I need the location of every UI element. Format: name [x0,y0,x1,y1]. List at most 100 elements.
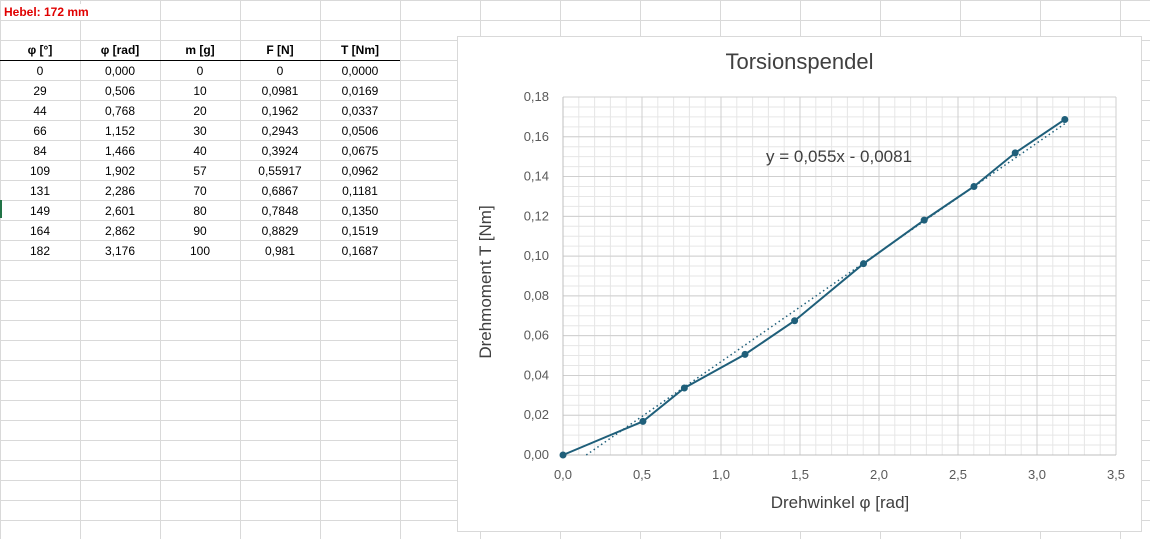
header-cell-angle-deg[interactable]: φ [°] [0,40,80,61]
cell-torque[interactable]: 0,1181 [342,184,378,198]
cell-force[interactable]: 0,8829 [261,224,299,238]
series-line [562,118,1066,456]
header-cell-force[interactable]: F [N] [240,40,320,61]
header-cell-mass[interactable]: m [g] [160,40,240,61]
cell-angle-deg[interactable]: 109 [29,164,51,178]
x-tick-label: 1,0 [712,467,730,482]
header-cell-angle-rad[interactable]: φ [rad] [80,40,160,61]
trendline-equation: y = 0,055x - 0,0081 [766,147,913,166]
cell-torque[interactable]: 0,1519 [341,224,379,238]
data-point [741,350,749,358]
table-row: 149 2,601 80 0,7848 0,1350 [0,201,400,221]
data-point [1061,115,1069,123]
y-tick-label: 0,08 [524,288,549,303]
cell-angle-deg[interactable]: 29 [33,84,47,98]
cell-angle-deg[interactable]: 149 [29,204,51,218]
cell-torque[interactable]: 0,0506 [341,124,379,138]
cell-mass[interactable]: 80 [193,204,207,218]
lever-title-cell[interactable]: Hebel: 172 mm [4,4,93,20]
y-tick-label: 0,06 [524,328,549,343]
cell-force[interactable]: 0,2943 [261,124,299,138]
x-tick-label: 3,0 [1028,467,1046,482]
y-tick-label: 0,16 [524,129,549,144]
y-tick-label: 0,18 [524,89,549,104]
cell-torque[interactable]: 0,0337 [341,104,379,118]
cell-torque[interactable]: 0,1687 [341,244,379,258]
cell-angle-rad[interactable]: 0,000 [104,64,136,78]
chart-area[interactable]: Torsionspendel 0,00 0,02 0,04 0,06 0,08 0,10 0… [457,36,1142,532]
data-point [791,317,799,325]
cell-mass[interactable]: 30 [193,124,207,138]
header-cell-torque[interactable]: T [Nm] [320,40,400,61]
y-tick-label: 0,14 [524,169,549,184]
x-tick-label: 3,5 [1107,467,1125,482]
y-tick-label: 0,12 [524,208,549,223]
cell-angle-rad[interactable]: 2,601 [104,204,136,218]
cell-mass[interactable]: 10 [193,84,207,98]
y-tick-label: 0,04 [524,367,549,382]
data-point [970,183,978,190]
cell-torque[interactable]: 0,0000 [341,64,379,78]
x-tick-label: 2,0 [870,467,888,482]
cell-mass[interactable]: 100 [189,244,211,258]
cell-mass[interactable]: 90 [193,224,207,238]
cell-angle-deg[interactable]: 182 [29,244,51,258]
cell-angle-rad[interactable]: 0,768 [104,104,136,118]
data-point [639,417,647,425]
y-tick-label: 0,02 [524,407,549,422]
cell-angle-rad[interactable]: 1,902 [104,164,136,178]
table-row: 84 1,466 40 0,3924 0,0675 [0,141,400,161]
cell-force[interactable]: 0,7848 [261,204,299,218]
cell-torque[interactable]: 0,0169 [341,84,379,98]
cell-angle-rad[interactable]: 3,176 [104,244,136,258]
cell-angle-deg[interactable]: 66 [33,124,47,138]
cell-force[interactable]: 0,0981 [261,84,299,98]
measurement-table: φ [°] φ [rad] m [g] F [N] T [Nm] 0 0,000 0… [0,40,400,261]
table-row: 66 1,152 30 0,2943 0,0506 [0,121,400,141]
table-row: 164 2,862 90 0,8829 0,1519 [0,221,400,241]
cell-torque[interactable]: 0,1350 [341,204,379,218]
cell-mass[interactable]: 40 [193,144,207,158]
table-row: 0 0,000 0 0 0,0000 [0,61,400,82]
y-axis-label: Drehmoment T [Nm] [476,205,495,359]
cell-mass[interactable]: 0 [196,64,204,78]
row-selection-marker [0,200,2,218]
table-row: 29 0,506 10 0,0981 0,0169 [0,81,400,101]
table-row: 182 3,176 100 0,981 0,1687 [0,241,400,261]
y-tick-label: 0,00 [524,447,549,462]
cell-force[interactable]: 0,6867 [261,184,299,198]
cell-angle-deg[interactable]: 131 [29,184,51,198]
x-axis-label: Drehwinkel φ [rad] [770,493,910,512]
cell-angle-deg[interactable]: 44 [33,104,47,118]
cell-angle-rad[interactable]: 0,506 [104,84,136,98]
scatter-plot: 0,00 0,02 0,04 0,06 0,08 0,10 0,12 0,14 0,16 0,18… [524,89,1125,482]
cell-force[interactable]: 0 [276,64,284,78]
x-tick-label: 1,5 [791,467,809,482]
cell-angle-rad[interactable]: 1,152 [104,124,136,138]
cell-angle-rad[interactable]: 2,286 [104,184,136,198]
cell-force[interactable]: 0,3924 [261,144,299,158]
cell-angle-deg[interactable]: 164 [29,224,51,238]
cell-torque[interactable]: 0,0675 [341,144,379,158]
cell-torque[interactable]: 0,0962 [341,164,379,178]
y-tick-label: 0,10 [524,248,549,263]
cell-mass[interactable]: 20 [193,104,207,118]
cell-force[interactable]: 0,55917 [258,164,302,178]
cell-angle-rad[interactable]: 1,466 [104,144,136,158]
table-row: 131 2,286 70 0,6867 0,1181 [0,181,400,201]
x-tick-label: 2,5 [949,467,967,482]
cell-force[interactable]: 0,981 [264,244,296,258]
data-point [920,216,928,224]
cell-angle-deg[interactable]: 84 [33,144,47,158]
data-point [1011,149,1019,157]
cell-mass[interactable]: 57 [193,164,207,178]
cell-force[interactable]: 0,1962 [261,104,299,118]
data-point [559,451,567,459]
x-tick-label: 0,0 [554,467,572,482]
header-row: φ [°] φ [rad] m [g] F [N] T [Nm] [0,40,400,61]
cell-angle-rad[interactable]: 2,862 [104,224,136,238]
data-point [860,260,868,268]
cell-angle-deg[interactable]: 0 [36,64,44,78]
cell-mass[interactable]: 70 [193,184,207,198]
x-tick-label: 0,5 [633,467,651,482]
